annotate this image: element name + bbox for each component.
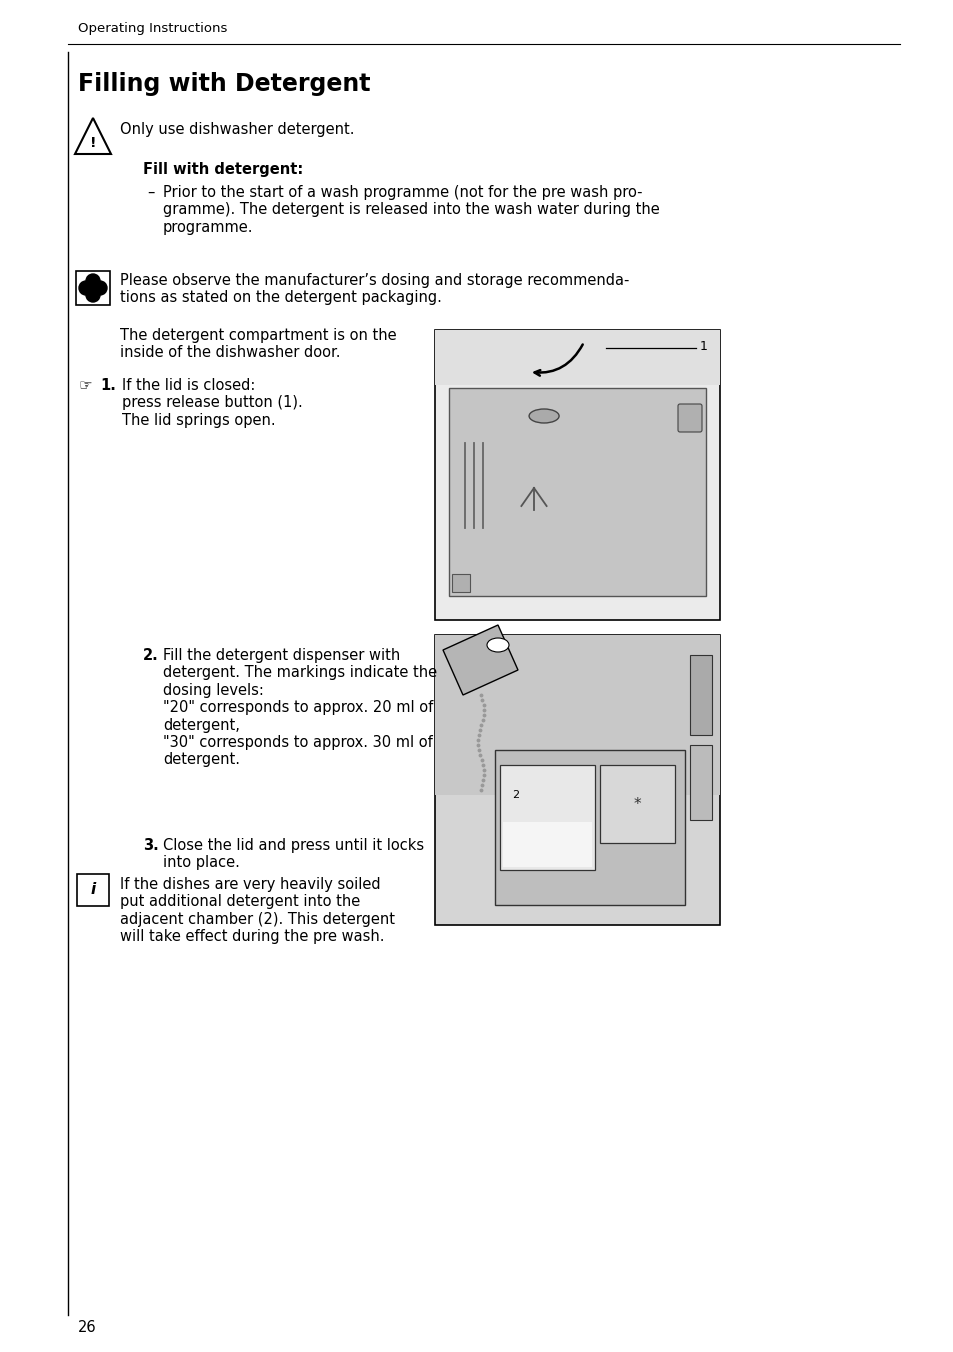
Polygon shape [442, 625, 517, 695]
Text: ☞: ☞ [79, 379, 92, 393]
Text: The detergent compartment is on the
inside of the dishwasher door.: The detergent compartment is on the insi… [120, 329, 396, 361]
Text: 26: 26 [78, 1320, 96, 1334]
Circle shape [86, 274, 100, 288]
FancyBboxPatch shape [499, 765, 595, 869]
Text: –: – [147, 185, 154, 200]
Text: Only use dishwasher detergent.: Only use dishwasher detergent. [120, 122, 355, 137]
Text: Fill with detergent:: Fill with detergent: [143, 162, 303, 177]
FancyBboxPatch shape [599, 765, 675, 844]
Text: Please observe the manufacturer’s dosing and storage recommenda-
tions as stated: Please observe the manufacturer’s dosing… [120, 273, 629, 306]
Circle shape [92, 281, 107, 295]
FancyBboxPatch shape [689, 654, 711, 735]
FancyBboxPatch shape [678, 404, 701, 433]
FancyBboxPatch shape [449, 388, 705, 596]
FancyBboxPatch shape [435, 330, 720, 385]
Ellipse shape [529, 410, 558, 423]
FancyBboxPatch shape [452, 575, 470, 592]
FancyBboxPatch shape [435, 635, 720, 795]
Text: Filling with Detergent: Filling with Detergent [78, 72, 370, 96]
Circle shape [79, 281, 92, 295]
Circle shape [86, 288, 100, 301]
FancyBboxPatch shape [495, 750, 684, 904]
Text: Prior to the start of a wash programme (not for the pre wash pro-
gramme). The d: Prior to the start of a wash programme (… [163, 185, 659, 235]
FancyBboxPatch shape [435, 330, 720, 621]
Text: If the lid is closed:
press release button (1).
The lid springs open.: If the lid is closed: press release butt… [122, 379, 302, 427]
Text: 2: 2 [512, 790, 518, 800]
Ellipse shape [486, 638, 509, 652]
FancyBboxPatch shape [502, 822, 592, 867]
Text: Close the lid and press until it locks
into place.: Close the lid and press until it locks i… [163, 838, 424, 871]
FancyBboxPatch shape [435, 635, 720, 925]
Text: *: * [633, 796, 640, 811]
Text: Operating Instructions: Operating Instructions [78, 22, 227, 35]
FancyBboxPatch shape [689, 745, 711, 821]
Text: 1.: 1. [100, 379, 115, 393]
Text: Fill the detergent dispenser with
detergent. The markings indicate the
dosing le: Fill the detergent dispenser with deterg… [163, 648, 436, 768]
Text: 2.: 2. [143, 648, 158, 662]
Text: 3.: 3. [143, 838, 158, 853]
Text: !: ! [90, 137, 96, 150]
Text: 1: 1 [700, 339, 707, 353]
Text: i: i [91, 883, 95, 898]
Text: If the dishes are very heavily soiled
put additional detergent into the
adjacent: If the dishes are very heavily soiled pu… [120, 877, 395, 944]
